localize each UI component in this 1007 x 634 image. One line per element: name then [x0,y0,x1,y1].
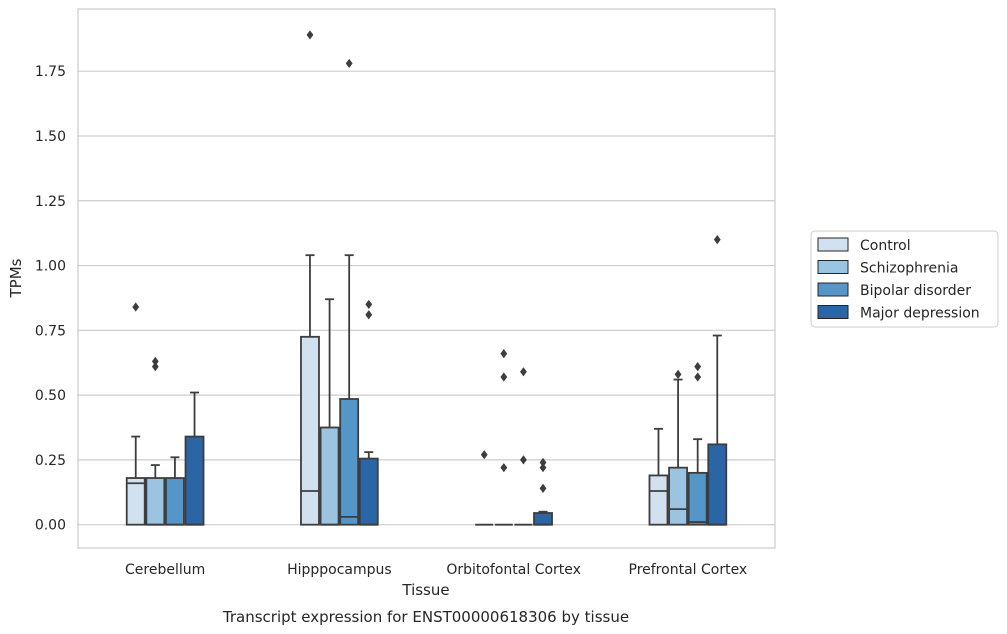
outlier-point [674,369,682,379]
x-tick-label: Cerebellum [125,562,205,578]
box-schizophrenia [668,378,688,526]
outlier-point [694,362,702,372]
box-control [648,427,669,526]
legend-label: Bipolar disorder [860,283,971,299]
box-major-depression [184,391,205,526]
outlier-point [480,450,488,460]
box-bipolar-disorder [165,456,185,526]
outlier-point [365,299,373,310]
outlier-point [500,463,508,473]
x-tick-label: Orbitofontal Cortex [446,562,581,578]
y-axis-title: TPMs [7,258,25,298]
box-body [184,435,205,526]
box-body [339,398,360,526]
legend-swatch [817,260,849,274]
y-axis-ticks: 0.00 0.25 0.50 0.75 1.00 1.25 1.50 1.75 [35,64,66,533]
box-body [165,477,185,526]
outliers [132,30,721,493]
legend: Control Schizophrenia Bipolar disorder Majo… [810,230,999,328]
box-bipolar-disorder [339,254,360,526]
outlier-point [539,463,547,473]
y-tick-label: 1.25 [35,194,66,210]
legend-label: Major depression [860,306,980,322]
y-tick-label: 0.75 [35,323,66,339]
box-body [687,471,708,526]
outlier-point [694,372,702,382]
outlier-point [520,455,527,465]
legend-swatch [817,305,849,319]
legend-swatch [817,237,849,252]
box-body [300,335,320,526]
legend-frame [810,230,999,328]
box-schizophrenia [145,464,166,526]
box-body [319,426,340,526]
y-tick-label: 0.50 [35,388,66,404]
outlier-point [520,367,527,377]
outlier-point [132,302,140,312]
box-bipolar-disorder [687,438,708,526]
box-major-depression [358,451,379,526]
box-control [300,254,320,526]
boxes [125,254,728,526]
box-schizophrenia [319,298,340,526]
y-tick-label: 1.50 [35,129,66,145]
outlier-point [306,30,314,40]
box-body [125,477,146,526]
box-body [707,443,728,526]
x-axis-ticks: Cerebellum Hipppocampus Orbitofontal Corte… [125,562,747,578]
box-body [668,466,688,526]
legend-label: Control [860,238,911,254]
outlier-point [345,58,353,69]
box-major-depression [533,510,553,526]
outlier-point [365,310,373,320]
y-tick-label: 1.00 [35,259,66,275]
plot-area-frame [77,8,776,549]
outlier-point [500,372,508,382]
box-body [533,512,553,526]
legend-label: Schizophrenia [860,261,958,277]
x-axis-title: Tissue [401,581,449,599]
outlier-point [500,349,508,359]
y-tick-label: 1.75 [35,64,66,80]
outlier-point [151,362,159,372]
outlier-point [151,356,159,367]
box-major-depression [707,334,728,526]
outlier-point [539,457,547,468]
x-tick-label: Prefrontal Cortex [629,562,748,578]
y-tick-label: 0.00 [35,518,66,534]
outlier-point [539,483,547,493]
x-tick-label: Hipppocampus [287,562,392,578]
box-body [648,474,669,526]
legend-swatch [817,282,849,297]
outlier-point [713,235,721,245]
chart-title: Transcript expression for ENST0000061830… [222,608,629,626]
box-body [145,477,166,526]
box-control [125,435,146,526]
box-body [358,457,379,526]
y-tick-label: 0.25 [35,453,66,469]
gridlines [78,70,775,526]
